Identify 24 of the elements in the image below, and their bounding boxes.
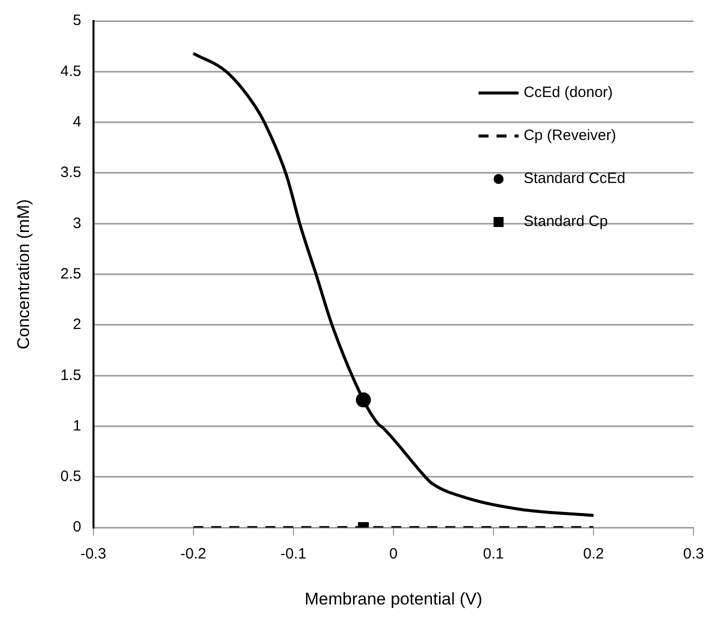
x-tick-label: 0.3 bbox=[683, 546, 704, 563]
y-tick-label: 4 bbox=[72, 113, 82, 130]
y-tick-label: 3 bbox=[72, 214, 82, 232]
x-tick-label: 0.1 bbox=[483, 546, 504, 563]
legend-label: Standard Cp bbox=[524, 213, 608, 230]
y-tick-label: 3.5 bbox=[60, 164, 82, 182]
x-tick-label: -0.2 bbox=[180, 546, 206, 563]
x-tick-label: -0.1 bbox=[280, 546, 306, 563]
y-axis-title: Concentration (mM) bbox=[14, 199, 33, 350]
y-tick-label: 2.5 bbox=[60, 265, 82, 282]
x-tick-label: 0 bbox=[389, 546, 398, 563]
y-tick-label: 0 bbox=[72, 518, 82, 536]
y-tick-label: 2 bbox=[72, 316, 82, 334]
x-tick-label: 0.2 bbox=[583, 546, 604, 563]
y-tick-label: 1.5 bbox=[60, 366, 82, 384]
y-tick-label: 0.5 bbox=[60, 468, 82, 486]
y-tick-label: 1 bbox=[72, 417, 82, 434]
y-tick-label: 5 bbox=[72, 12, 82, 30]
legend-label: Standard CcEd bbox=[524, 170, 626, 188]
y-tick-label: 4.5 bbox=[60, 62, 82, 80]
x-tick-label: -0.3 bbox=[80, 546, 106, 563]
x-axis-title: Membrane potential (V) bbox=[304, 589, 482, 608]
legend-label: Cp (Reveiver) bbox=[524, 127, 616, 144]
legend-label: CcEd (donor) bbox=[524, 84, 613, 102]
